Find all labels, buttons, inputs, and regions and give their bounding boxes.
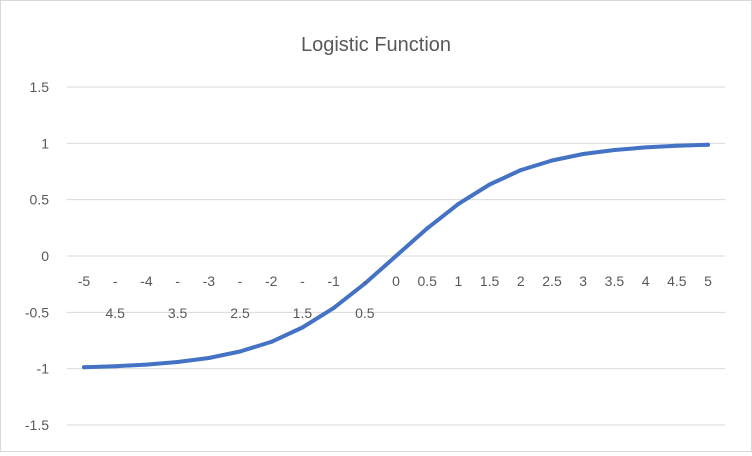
data-point	[456, 201, 461, 206]
y-tick-label: 0	[41, 248, 49, 264]
data-point	[331, 306, 336, 311]
y-tick-label: 1	[41, 135, 49, 151]
x-tick-label: 4	[642, 273, 650, 289]
x-tick-label: 2	[517, 273, 525, 289]
data-point	[113, 364, 118, 369]
series-layer	[82, 142, 710, 370]
y-tick-label: 0.5	[30, 192, 50, 208]
data-point	[175, 360, 180, 364]
gridlines	[67, 86, 725, 426]
x-tick-label: -3.5	[168, 273, 188, 321]
data-point	[269, 339, 274, 344]
x-tick-label: -5	[78, 273, 91, 289]
y-tick-label: -1	[37, 361, 50, 377]
data-point	[518, 168, 523, 173]
x-tick-label: -2.5	[230, 273, 250, 321]
data-point	[487, 182, 492, 187]
data-point	[82, 365, 86, 370]
data-point	[674, 143, 679, 148]
x-tick-label: -1.5	[293, 273, 313, 321]
x-tick-label: -2	[265, 273, 278, 289]
y-tick-label: -0.5	[25, 304, 49, 320]
data-point	[206, 356, 211, 360]
data-point	[238, 349, 242, 354]
data-point	[643, 145, 648, 150]
data-point	[362, 281, 367, 286]
x-tick-label: 0.5	[417, 273, 437, 289]
chart-title: Logistic Function	[301, 34, 451, 56]
data-point	[550, 158, 554, 163]
data-point	[300, 325, 305, 330]
data-point	[581, 152, 586, 156]
data-point	[394, 254, 398, 258]
y-tick-label: 1.5	[30, 79, 50, 95]
data-point	[612, 148, 617, 152]
x-tick-label: 2.5	[542, 273, 562, 289]
x-tick-label: -1	[327, 273, 340, 289]
x-tick-label: 3	[579, 273, 587, 289]
data-point	[144, 362, 149, 367]
x-tick-label: 3.5	[605, 273, 625, 289]
x-tick-label: -4	[140, 273, 153, 289]
y-axis-tick-labels: 1.5 1 0.5 0 -0.5 -1 -1.5	[25, 79, 49, 433]
x-axis-tick-labels: -5 -4.5 -4 -3.5 -3 -2.5 -2 -1.5 -1 -0.5 0 0.5 1 1.5 2 2…	[78, 273, 712, 321]
x-tick-label: 1	[455, 273, 463, 289]
data-point	[706, 142, 710, 147]
x-tick-label: 4.5	[667, 273, 687, 289]
x-tick-label: 1.5	[480, 273, 500, 289]
x-tick-label: 0	[392, 273, 400, 289]
data-point	[425, 226, 430, 231]
x-tick-label: 5	[704, 273, 712, 289]
x-tick-label: -3	[203, 273, 216, 289]
x-tick-label: -0.5	[355, 273, 375, 321]
y-tick-label: -1.5	[25, 417, 49, 433]
x-tick-label: -4.5	[105, 273, 125, 321]
